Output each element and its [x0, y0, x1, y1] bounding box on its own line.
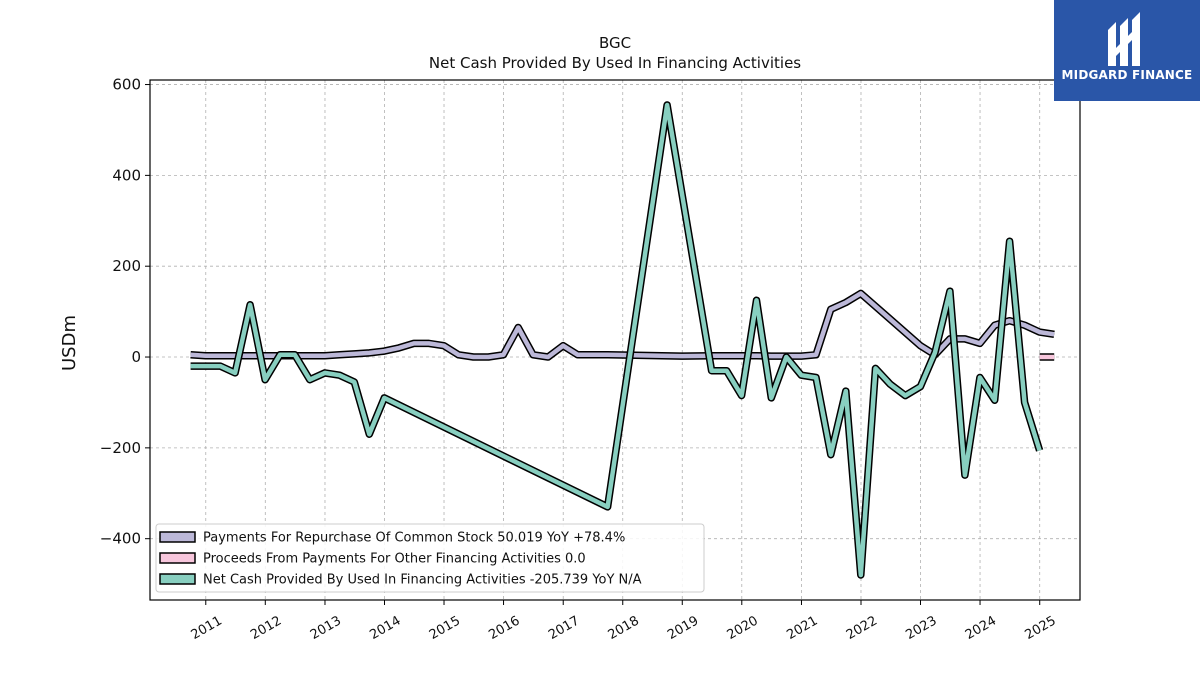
legend-swatch-proceeds-from-payments-for-other-financing-activities — [159, 552, 196, 564]
x-tick-label-2022: 2022 — [844, 613, 880, 643]
series-layer — [190, 101, 1055, 579]
x-tick-label-2014: 2014 — [367, 613, 403, 643]
legend-swatch-net-cash-provided-by-used-in-financing-activities — [159, 573, 196, 585]
legend-label-proceeds-from-payments-for-other-financing-activities: Proceeds From Payments For Other Financi… — [203, 552, 586, 567]
legend: Payments For Repurchase Of Common Stock … — [155, 523, 705, 593]
y-axis: −400 −200 0 200 400 600 — [100, 76, 150, 548]
series-net-cash-provided-by-used-in-financing-activities — [190, 101, 1044, 579]
brand-mark-icon — [1108, 12, 1140, 66]
plot-frame — [149, 79, 1081, 601]
y-axis-label: USDm — [59, 315, 80, 371]
y-tick-label-3: 200 — [112, 257, 141, 275]
y-tick-label-1: −200 — [100, 439, 141, 457]
legend-label-payments-for-repurchase-of-common-stock: Payments For Repurchase Of Common Stock … — [203, 531, 625, 546]
legend-label-net-cash-provided-by-used-in-financing-activities: Net Cash Provided By Used In Financing A… — [203, 573, 642, 588]
series-payments-for-repurchase-of-common-stock — [190, 289, 1055, 361]
y-tick-label-2: 0 — [131, 348, 141, 366]
x-tick-label-2021: 2021 — [784, 613, 820, 643]
x-tick-label-2015: 2015 — [427, 613, 463, 643]
x-tick-label-2025: 2025 — [1023, 613, 1059, 643]
legend-swatch-payments-for-repurchase-of-common-stock — [159, 531, 196, 543]
x-tick-label-2024: 2024 — [963, 613, 999, 643]
x-tick-label-2011: 2011 — [189, 613, 225, 643]
brand-logo: MIDGARD FINANCE — [1054, 0, 1200, 101]
y-tick-label-4: 400 — [112, 166, 141, 184]
y-tick-label-5: 600 — [112, 76, 141, 94]
chart-title: BGC — [599, 34, 631, 52]
x-tick-label-2016: 2016 — [486, 613, 522, 643]
y-tick-label-0: −400 — [100, 530, 141, 548]
chart-subtitle: Net Cash Provided By Used In Financing A… — [429, 54, 801, 72]
x-tick-label-2023: 2023 — [903, 613, 939, 643]
x-tick-label-2019: 2019 — [665, 613, 701, 643]
legend-frame — [155, 523, 705, 593]
brand-name: MIDGARD FINANCE — [1061, 68, 1193, 82]
x-tick-label-2018: 2018 — [606, 613, 642, 643]
x-axis: 2011 2012 2013 2014 2015 2016 2017 2018 2019 2020… — [189, 600, 1059, 643]
series-line — [190, 291, 1055, 360]
x-tick-label-2020: 2020 — [725, 613, 761, 643]
x-tick-label-2012: 2012 — [248, 613, 284, 643]
x-tick-label-2017: 2017 — [546, 613, 582, 643]
series-line — [190, 102, 1042, 578]
x-tick-label-2013: 2013 — [308, 613, 344, 643]
